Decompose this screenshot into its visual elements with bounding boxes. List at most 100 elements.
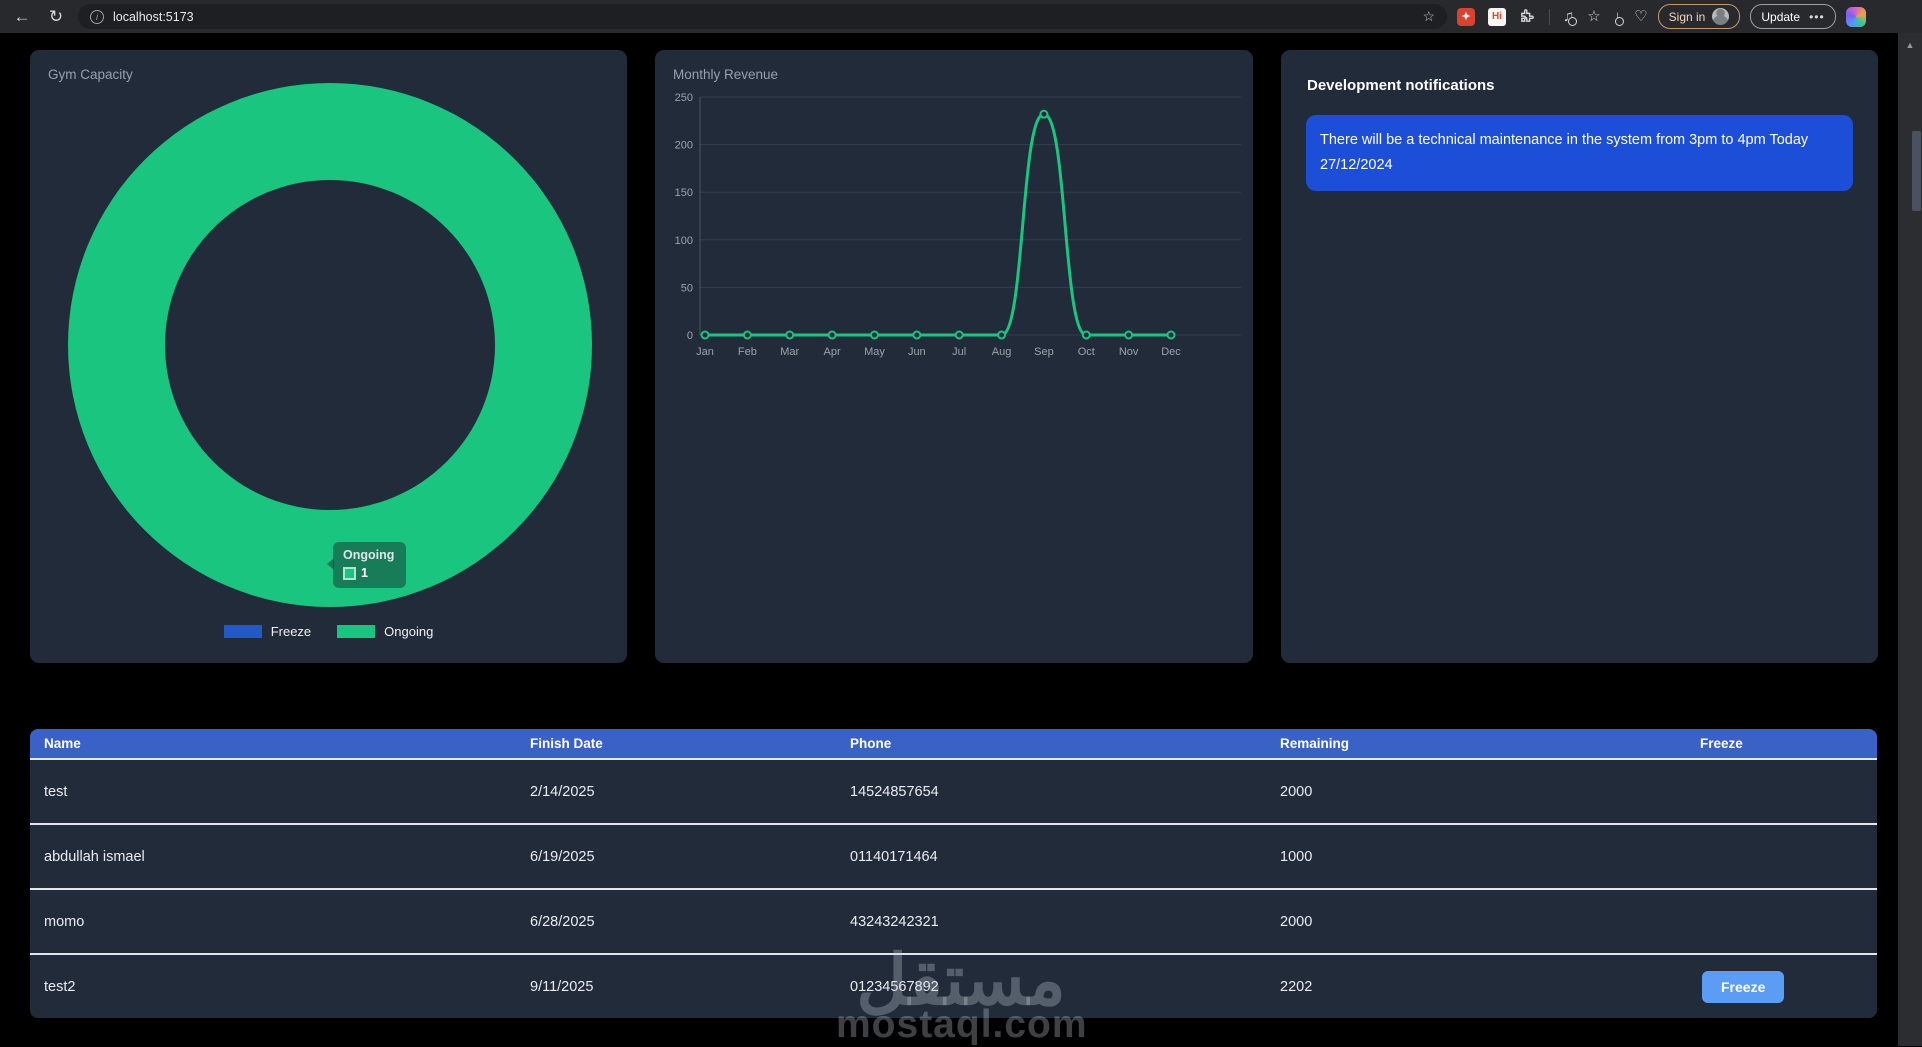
cell-finish_date: 6/28/2025: [530, 913, 595, 930]
data-point: [954, 330, 964, 340]
legend-item[interactable]: Freeze: [223, 624, 311, 639]
downloads-icon[interactable]: ↓: [1613, 8, 1624, 26]
tooltip-swatch: [343, 566, 356, 580]
x-tick-label: Oct: [1078, 346, 1095, 358]
y-tick-label: 250: [675, 92, 693, 104]
monthly-revenue-title: Monthly Revenue: [673, 67, 779, 82]
gym-capacity-donut-chart[interactable]: Ongoing 1: [30, 50, 627, 663]
notification-message: There will be a technical maintenance in…: [1320, 132, 1809, 173]
table-row: momo 6/28/2025 43243242321 2000: [30, 888, 1877, 953]
cell-finish_date: 2/14/2025: [530, 783, 595, 800]
back-icon[interactable]: ←: [13, 7, 31, 26]
music-note-icon[interactable]: ♫: [1563, 8, 1578, 26]
y-tick-label: 150: [675, 187, 693, 199]
avatar: [1712, 8, 1730, 25]
sign-in-button[interactable]: Sign in: [1657, 4, 1741, 29]
tooltip-title: Ongoing: [343, 548, 395, 562]
x-tick-label: Aug: [992, 346, 1012, 358]
x-tick-label: Jan: [696, 346, 714, 358]
bookmark-star-icon[interactable]: ☆: [1422, 8, 1435, 24]
extension-icon-hi[interactable]: Hi: [1488, 7, 1506, 26]
shooting-star-icon[interactable]: ☆: [1587, 8, 1601, 25]
copilot-icon[interactable]: [1845, 6, 1866, 27]
cell-phone: 01140171464: [850, 848, 938, 865]
dashboard-page: Gym Capacity Ongoing 1 Freeze Ongoing: [0, 33, 1922, 1046]
x-tick-label: Mar: [780, 346, 799, 358]
scroll-up-icon[interactable]: ▲: [1905, 40, 1915, 50]
cell-phone: 01234567892: [850, 978, 939, 995]
data-point: [827, 330, 837, 340]
column-header: Name: [44, 736, 81, 751]
gym-capacity-title: Gym Capacity: [48, 67, 133, 82]
data-point: [1039, 109, 1049, 119]
x-tick-label: Sep: [1034, 346, 1054, 358]
x-tick-label: May: [864, 346, 885, 358]
freeze-button[interactable]: Freeze: [1702, 970, 1785, 1003]
more-menu-icon[interactable]: •••: [1809, 9, 1825, 24]
column-header: Freeze: [1700, 736, 1743, 751]
cell-name: abdullah ismael: [44, 848, 145, 865]
cell-name: momo: [44, 913, 85, 930]
sign-in-label: Sign in: [1668, 9, 1706, 24]
x-tick-label: Jul: [952, 346, 966, 358]
data-point: [742, 330, 752, 340]
table-header-row: Name Finish Date Phone Remaining Freeze: [30, 729, 1877, 758]
gym-capacity-card: Gym Capacity Ongoing 1 Freeze Ongoing: [30, 50, 627, 663]
address-bar[interactable]: i localhost:5173 ☆: [78, 4, 1447, 29]
extensions-cluster: ✦ Hi ♫ ☆ ↓ ♡: [1457, 7, 1648, 27]
x-tick-label: Apr: [824, 346, 841, 358]
extensions-puzzle-icon[interactable]: [1519, 7, 1536, 27]
legend-item[interactable]: Ongoing: [337, 624, 433, 639]
heart-pulse-icon[interactable]: ♡: [1634, 8, 1648, 25]
update-label: Update: [1761, 9, 1801, 24]
column-header: Phone: [850, 736, 892, 751]
x-tick-label: Nov: [1119, 346, 1139, 358]
reload-icon[interactable]: ↻: [48, 7, 64, 26]
chart-tooltip: Ongoing 1: [327, 542, 407, 588]
cell-phone: 43243242321: [850, 913, 939, 930]
url-text[interactable]: localhost:5173: [113, 9, 194, 24]
data-point: [785, 330, 795, 340]
data-point: [700, 330, 710, 340]
y-tick-label: 0: [687, 330, 693, 342]
table-body: test 2/14/2025 14524857654 2000 abdullah ism…: [30, 758, 1877, 1018]
browser-toolbar: ← ↻ i localhost:5173 ☆ ✦ Hi ♫ ☆ ↓ ♡ Sign…: [0, 0, 1922, 33]
column-header: Remaining: [1280, 736, 1350, 751]
dashboard-cards-row: Gym Capacity Ongoing 1 Freeze Ongoing: [30, 50, 1878, 663]
site-info-icon[interactable]: i: [90, 9, 104, 24]
data-point: [1124, 330, 1134, 340]
y-tick-label: 100: [675, 235, 693, 247]
x-tick-label: Dec: [1161, 346, 1181, 358]
table-row: test2 9/11/2025 01234567892 2202 Freeze: [30, 953, 1877, 1018]
extension-icon-red[interactable]: ✦: [1457, 7, 1475, 26]
cell-remaining: 2000: [1280, 783, 1313, 800]
cell-finish_date: 6/19/2025: [530, 848, 595, 865]
page-scrollbar[interactable]: ▲: [1898, 33, 1922, 1046]
scrollbar-thumb[interactable]: [1912, 131, 1921, 211]
cell-remaining: 2000: [1280, 913, 1313, 930]
cell-freeze: Freeze: [1700, 970, 1877, 1003]
table-row: abdullah ismael 6/19/2025 01140171464 1000: [30, 823, 1877, 888]
cell-name: test2: [44, 978, 76, 995]
legend-swatch: [337, 625, 376, 638]
cell-finish_date: 9/11/2025: [530, 978, 594, 995]
legend-swatch: [223, 625, 262, 638]
notifications-card: Development notifications There will be …: [1281, 50, 1878, 663]
data-point: [1166, 330, 1176, 340]
chart-legend: Freeze Ongoing: [30, 624, 627, 639]
data-point: [1081, 330, 1091, 340]
data-point: [997, 330, 1007, 340]
update-button[interactable]: Update •••: [1750, 4, 1836, 29]
data-point: [912, 330, 922, 340]
column-header: Finish Date: [530, 736, 603, 751]
legend-label: Ongoing: [384, 624, 434, 639]
tooltip-value: 1: [361, 566, 368, 580]
monthly-revenue-line-chart[interactable]: 0 50 100 150 200 250 Jan Feb Mar Apr May Jun Jul Aug S…: [655, 80, 1253, 410]
tooltip-caret-icon: [327, 558, 334, 570]
notification-banner: There will be a technical maintenance in…: [1306, 115, 1853, 191]
cell-remaining: 2202: [1280, 978, 1313, 995]
members-table: Name Finish Date Phone Remaining Freeze test…: [30, 729, 1877, 1018]
toolbar-separator: [1549, 8, 1550, 25]
cell-name: test: [44, 783, 68, 800]
cell-remaining: 1000: [1280, 848, 1313, 865]
